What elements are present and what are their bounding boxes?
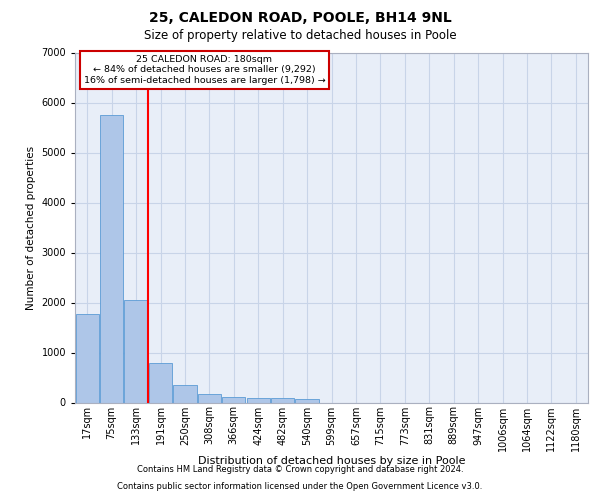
Text: Contains HM Land Registry data © Crown copyright and database right 2024.: Contains HM Land Registry data © Crown c… xyxy=(137,465,463,474)
Bar xyxy=(149,362,172,403)
Text: 25, CALEDON ROAD, POOLE, BH14 9NL: 25, CALEDON ROAD, POOLE, BH14 9NL xyxy=(149,11,451,25)
Text: Size of property relative to detached houses in Poole: Size of property relative to detached ho… xyxy=(143,29,457,42)
Bar xyxy=(124,300,148,402)
Bar xyxy=(173,385,197,402)
Bar xyxy=(247,398,270,402)
Text: 25 CALEDON ROAD: 180sqm
← 84% of detached houses are smaller (9,292)
16% of semi: 25 CALEDON ROAD: 180sqm ← 84% of detache… xyxy=(83,55,325,85)
Bar xyxy=(222,396,245,402)
Bar xyxy=(271,398,294,402)
Text: Contains public sector information licensed under the Open Government Licence v3: Contains public sector information licen… xyxy=(118,482,482,491)
Bar xyxy=(76,314,99,402)
Bar xyxy=(295,399,319,402)
Y-axis label: Number of detached properties: Number of detached properties xyxy=(26,146,36,310)
X-axis label: Distribution of detached houses by size in Poole: Distribution of detached houses by size … xyxy=(198,456,465,466)
Bar xyxy=(100,115,123,403)
Bar xyxy=(198,394,221,402)
